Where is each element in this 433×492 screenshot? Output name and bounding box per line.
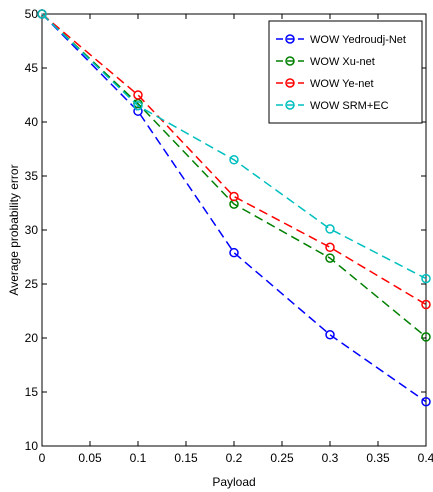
x-tick-label: 0.3 [322, 451, 339, 465]
series-3 [37, 9, 431, 284]
series-point [37, 9, 47, 19]
y-tick-label: 50 [25, 7, 39, 21]
series-point [325, 242, 335, 253]
series-point [421, 332, 431, 342]
x-tick-label: 0 [39, 451, 46, 465]
legend-label: WOW Ye-net [310, 78, 374, 90]
y-tick-label: 15 [25, 385, 39, 399]
x-tick-label: 0.4 [418, 451, 433, 465]
series-point [325, 224, 335, 234]
x-tick-label: 0.15 [174, 451, 198, 465]
legend-label: WOW Xu-net [310, 56, 375, 68]
x-axis-label: Payload [212, 475, 255, 489]
legend-item: WOW Yedroudj-Net [276, 34, 406, 46]
legend-marker [285, 56, 295, 66]
series-point [325, 253, 335, 263]
series-point [229, 155, 239, 165]
series-point [229, 247, 239, 258]
y-tick-label: 20 [25, 331, 39, 345]
legend-label: WOW Yedroudj-Net [310, 34, 406, 46]
series-point [229, 191, 239, 202]
series-point [133, 101, 143, 111]
y-tick-label: 25 [25, 277, 39, 291]
series-point [133, 90, 143, 100]
series-line [41, 13, 427, 306]
series-layer [37, 9, 431, 407]
y-tick-label: 30 [25, 223, 39, 237]
series-point [325, 330, 335, 340]
x-tick-label: 0.35 [366, 451, 390, 465]
series-line [41, 13, 427, 338]
legend-marker [285, 100, 295, 110]
legend-marker [285, 78, 295, 88]
legend-item: WOW SRM+EC [276, 100, 389, 112]
y-tick-label: 45 [25, 61, 39, 75]
axis-ticks: 0 0.05 0.1 0.15 0.2 0.25 0.3 0.35 0.4 10 15 20 25 30 3… [25, 7, 433, 465]
series-point [421, 273, 431, 284]
x-tick-label: 0.2 [226, 451, 243, 465]
series-point [421, 396, 431, 407]
y-tick-label: 35 [25, 169, 39, 183]
y-axis-label: Average probability error [7, 164, 21, 295]
series-point [421, 299, 431, 310]
legend-label: WOW SRM+EC [310, 100, 389, 112]
legend: WOW Yedroudj-Net WOW Xu-net WOW Ye-net WOW … [268, 20, 423, 124]
x-tick-label: 0.1 [130, 451, 147, 465]
y-tick-label: 40 [25, 115, 39, 129]
x-tick-label: 0.25 [270, 451, 294, 465]
series-line [41, 13, 427, 280]
series-line [41, 13, 427, 403]
y-tick-label: 10 [25, 439, 39, 453]
x-tick-label: 0.05 [78, 451, 102, 465]
legend-item: WOW Ye-net [276, 78, 374, 90]
legend-item: WOW Xu-net [276, 56, 375, 68]
legend-marker [285, 34, 295, 44]
